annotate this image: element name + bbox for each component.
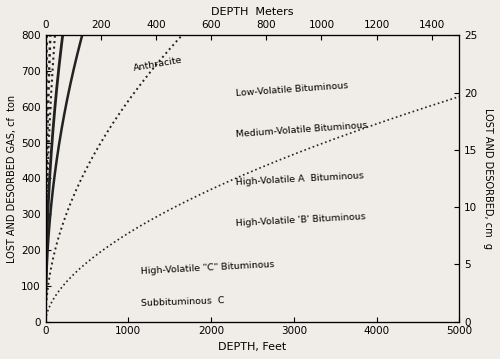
Y-axis label: LOST AND DESORBED GAS, cf  ton: LOST AND DESORBED GAS, cf ton (7, 94, 17, 262)
Text: High-Volatile 'B' Bituminous: High-Volatile 'B' Bituminous (236, 213, 366, 228)
X-axis label: DEPTH, Feet: DEPTH, Feet (218, 342, 286, 352)
Y-axis label: LOST AND DESORBED, cm  g: LOST AND DESORBED, cm g (483, 108, 493, 249)
Text: Anthracite: Anthracite (132, 55, 183, 73)
Text: High-Volatile A  Bituminous: High-Volatile A Bituminous (236, 171, 364, 187)
Text: Medium-Volatile Bituminous: Medium-Volatile Bituminous (236, 121, 368, 139)
X-axis label: DEPTH  Meters: DEPTH Meters (211, 7, 294, 17)
Text: Low-Volatile Bituminous: Low-Volatile Bituminous (236, 81, 349, 98)
Text: High-Volatile "C" Bituminous: High-Volatile "C" Bituminous (141, 260, 275, 276)
Text: Subbituminous  C: Subbituminous C (141, 296, 224, 308)
